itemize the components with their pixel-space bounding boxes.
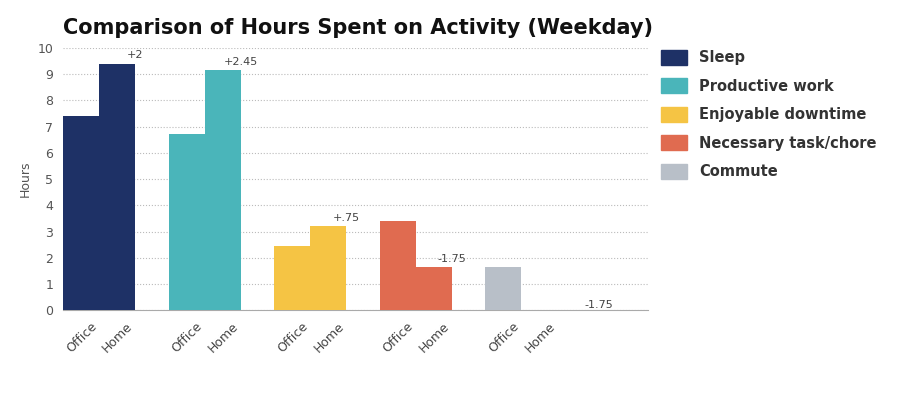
Text: Comparison of Hours Spent on Activity (Weekday): Comparison of Hours Spent on Activity (W… [63, 18, 653, 38]
Bar [63, 116, 99, 310]
Text: -1.75: -1.75 [585, 300, 614, 310]
Bar [274, 246, 310, 310]
Text: +2: +2 [127, 51, 144, 60]
Y-axis label: Hours: Hours [19, 161, 32, 197]
Legend: Sleep, Productive work, Enjoyable downtime, Necessary task/chore, Commute: Sleep, Productive work, Enjoyable downti… [662, 50, 877, 179]
Bar [168, 135, 204, 310]
Bar [380, 221, 416, 310]
Bar [485, 267, 521, 310]
Bar [99, 64, 135, 310]
Text: -1.75: -1.75 [437, 254, 466, 264]
Text: +.75: +.75 [333, 213, 360, 223]
Bar [204, 70, 241, 310]
Bar [310, 226, 346, 310]
Bar [416, 267, 452, 310]
Text: +2.45: +2.45 [224, 57, 258, 67]
